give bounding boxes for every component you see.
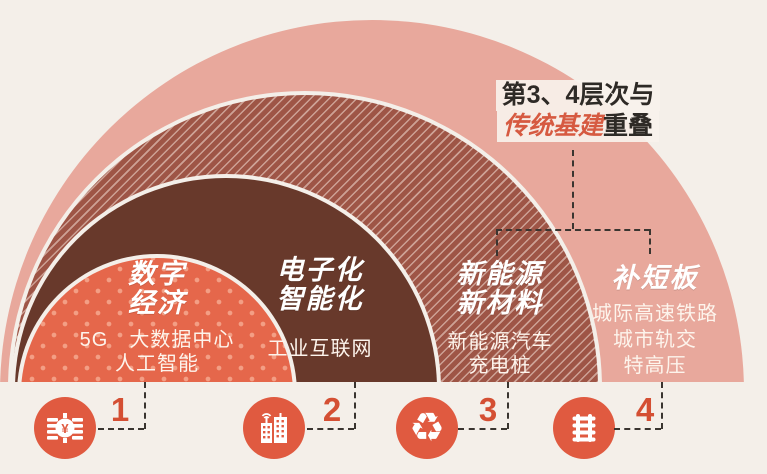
layer1-connector-vertical	[144, 382, 146, 429]
annotation-line2: 传统基建重叠	[496, 111, 660, 142]
layer3-number: 3	[478, 391, 498, 428]
layer4-connector-vertical	[661, 382, 663, 429]
annotation-connector-arm-layer4	[649, 229, 651, 254]
layer3-label: 新能源 新材料 新能源汽车 充电桩	[400, 260, 600, 378]
chip-yuan-icon: ¥	[34, 397, 96, 459]
layer2-items: 工业互联网	[220, 337, 420, 361]
layer3-items: 新能源汽车 充电桩	[400, 330, 600, 378]
annotation-highlight: 传统基建	[502, 112, 603, 140]
layer1-ring	[21, 258, 293, 382]
layer2-connector-vertical	[354, 382, 356, 429]
layer1-number: 1	[110, 391, 130, 428]
annotation-connector-crossbar	[496, 229, 650, 231]
annotation-line1: 第3、4层次与	[495, 80, 661, 111]
layer4-title-line1: 补短板	[611, 263, 699, 293]
layer3-item-2: 充电桩	[468, 355, 532, 377]
layer4-item-3: 特高压	[623, 355, 687, 377]
layer4-item-1: 城际高速铁路	[592, 303, 718, 325]
layer2-title: 电子化 智能化	[220, 256, 420, 314]
layer4-item-2: 城市轨交	[613, 329, 697, 351]
layer2-title-line2: 智能化	[276, 284, 364, 314]
layer1-title-line1: 数字	[128, 259, 186, 289]
railway-track-icon	[553, 397, 615, 459]
smart-building-icon	[243, 397, 305, 459]
layer4-connector-horizontal	[614, 428, 661, 430]
layer4-items: 城际高速铁路 城市轨交 特高压	[545, 301, 765, 379]
annotation-connector-stem	[572, 150, 574, 229]
layer3-title: 新能源 新材料	[400, 260, 600, 318]
smart-building-icon-graphic	[261, 413, 287, 443]
layer3-item-1: 新能源汽车	[447, 331, 553, 353]
layer1-items: 5G 大数据中心 人工智能	[57, 328, 257, 376]
layer4-title: 补短板	[545, 264, 765, 293]
layer1-item-1: 5G 大数据中心	[79, 329, 235, 351]
recycle-icon-glyph: ♻	[409, 405, 445, 451]
layer3-title-line2: 新材料	[456, 288, 544, 318]
annotation-connector-arm-layer3	[496, 229, 498, 256]
layer2-title-line1: 电子化	[276, 255, 364, 285]
layer1-label: 数字 经济 5G 大数据中心 人工智能	[57, 260, 257, 376]
layer2-item-1: 工业互联网	[267, 338, 373, 360]
layer3-title-line1: 新能源	[456, 259, 544, 289]
layer2-connector-horizontal	[307, 428, 354, 430]
overlap-annotation: 第3、4层次与 传统基建重叠	[478, 80, 678, 142]
layer3-connector-horizontal	[458, 428, 507, 430]
chip-yuan-icon-graphic: ¥	[47, 413, 83, 443]
layer2-number: 2	[322, 391, 342, 428]
layer1-title-line2: 经济	[128, 288, 186, 318]
layer1-item-2: 人工智能	[115, 353, 199, 375]
layer3-connector-vertical	[507, 382, 509, 429]
layer2-label: 电子化 智能化 工业互联网	[220, 256, 420, 361]
recycle-icon: ♻	[396, 397, 458, 459]
layer1-connector-horizontal	[98, 428, 144, 430]
railway-track-icon-graphic	[572, 414, 596, 442]
layer4-number: 4	[635, 391, 655, 428]
layer4-label: 补短板 城际高速铁路 城市轨交 特高压	[545, 264, 765, 379]
layer1-title: 数字 经济	[57, 260, 257, 318]
chip-yuan-symbol: ¥	[61, 421, 69, 436]
annotation-rest: 重叠	[603, 112, 654, 140]
